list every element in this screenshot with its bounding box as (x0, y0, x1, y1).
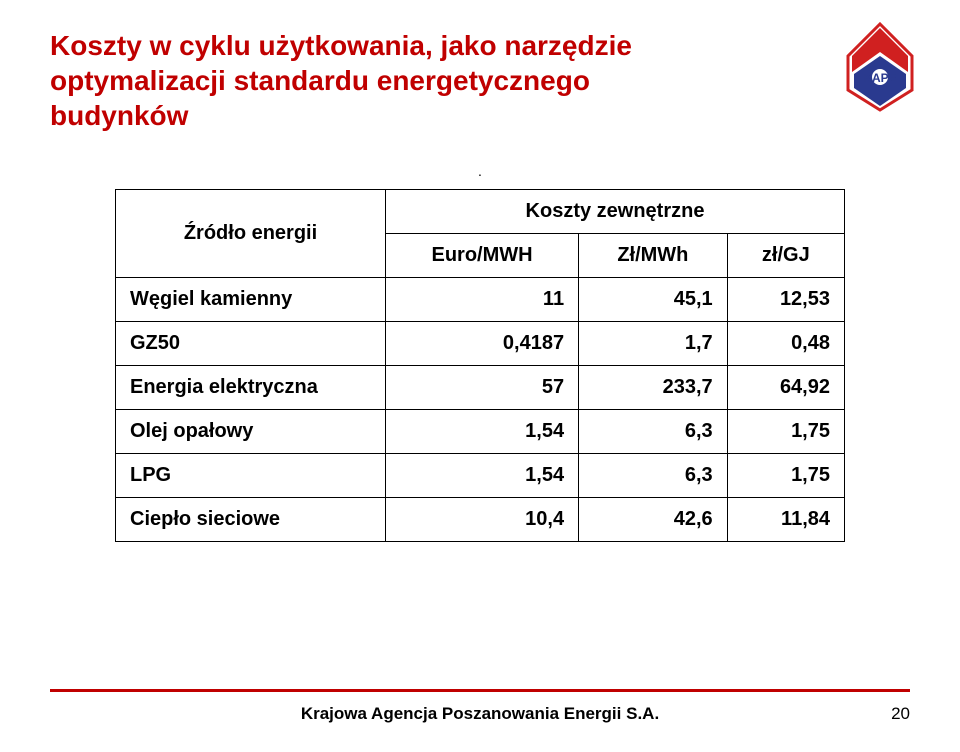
row-val: 6,3 (579, 454, 728, 498)
row-val: 42,6 (579, 498, 728, 542)
row-val: 57 (386, 366, 579, 410)
row-label: Olej opałowy (116, 410, 386, 454)
row-val: 64,92 (727, 366, 844, 410)
row-label: Energia elektryczna (116, 366, 386, 410)
row-val: 0,48 (727, 322, 844, 366)
row-val: 45,1 (579, 278, 728, 322)
subheader-0: Euro/MWH (386, 234, 579, 278)
row-val: 11,84 (727, 498, 844, 542)
row-label: Ciepło sieciowe (116, 498, 386, 542)
table-row: Ciepło sieciowe 10,4 42,6 11,84 (116, 498, 845, 542)
table-row: Olej opałowy 1,54 6,3 1,75 (116, 410, 845, 454)
table-row: Energia elektryczna 57 233,7 64,92 (116, 366, 845, 410)
row-val: 1,75 (727, 454, 844, 498)
title-line-3: budynków (50, 100, 188, 131)
row-val: 12,53 (727, 278, 844, 322)
row-label: LPG (116, 454, 386, 498)
slide-title: Koszty w cyklu użytkowania, jako narzędz… (50, 28, 750, 133)
subheader-2: zł/GJ (727, 234, 844, 278)
table-row: Węgiel kamienny 11 45,1 12,53 (116, 278, 845, 322)
footer-text: Krajowa Agencja Poszanowania Energii S.A… (0, 704, 960, 724)
costs-table: Źródło energii Koszty zewnętrzne Euro/MW… (115, 189, 845, 542)
row-val: 10,4 (386, 498, 579, 542)
row-val: 1,7 (579, 322, 728, 366)
table-row: LPG 1,54 6,3 1,75 (116, 454, 845, 498)
row-label: Węgiel kamienny (116, 278, 386, 322)
row-val: 11 (386, 278, 579, 322)
subheader-1: Zł/MWh (579, 234, 728, 278)
row-label: GZ50 (116, 322, 386, 366)
slide: Koszty w cyklu użytkowania, jako narzędz… (0, 0, 960, 752)
dot-text: . (50, 163, 910, 179)
header-source: Źródło energii (116, 190, 386, 278)
table-header-row-1: Źródło energii Koszty zewnętrzne (116, 190, 845, 234)
kape-logo: KAPE (840, 22, 920, 112)
table-row: GZ50 0,4187 1,7 0,48 (116, 322, 845, 366)
row-val: 1,75 (727, 410, 844, 454)
footer-divider (50, 689, 910, 692)
title-line-2: optymalizacji standardu energetycznego (50, 65, 590, 96)
row-val: 1,54 (386, 410, 579, 454)
row-val: 1,54 (386, 454, 579, 498)
title-line-1: Koszty w cyklu użytkowania, jako narzędz… (50, 30, 632, 61)
costs-table-wrap: Źródło energii Koszty zewnętrzne Euro/MW… (115, 189, 845, 542)
row-val: 0,4187 (386, 322, 579, 366)
row-val: 233,7 (579, 366, 728, 410)
page-number: 20 (891, 704, 910, 724)
logo-text: KAPE (863, 71, 896, 85)
header-costs: Koszty zewnętrzne (386, 190, 845, 234)
row-val: 6,3 (579, 410, 728, 454)
